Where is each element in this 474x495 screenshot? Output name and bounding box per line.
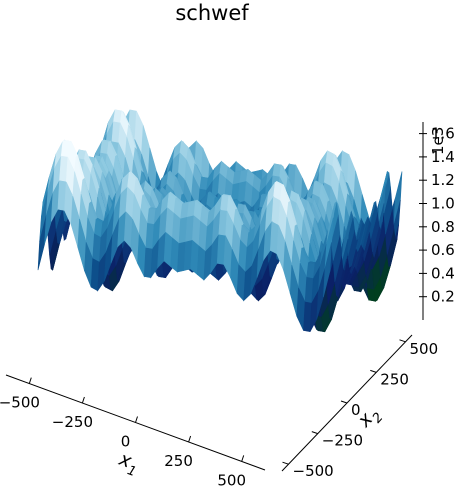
x-ticks: −500 −250 0 250 500 xyxy=(0,377,246,489)
z-ticks: 0.2 0.4 0.6 0.8 1.0 1.2 1.4 1.6 xyxy=(419,125,455,306)
y-tick-label: 0 xyxy=(351,401,361,419)
z-axis: 0.2 0.4 0.6 0.8 1.0 1.2 1.4 1.6 1e3 xyxy=(419,122,455,320)
y-tick-label: 250 xyxy=(380,370,409,388)
x-tick-mark xyxy=(135,416,138,423)
z-offset-label: 1e3 xyxy=(429,127,447,155)
x-axis: −500 −250 0 250 500 x1 xyxy=(0,374,266,489)
chart-title: schwef xyxy=(175,1,249,25)
z-tick-label: 0.6 xyxy=(431,241,455,259)
y-tick-mark xyxy=(370,369,377,373)
x-tick-label: 250 xyxy=(164,452,193,470)
y-tick-mark xyxy=(311,431,318,435)
y-tick-mark xyxy=(340,400,348,404)
x-axis-label: x1 xyxy=(114,448,143,480)
z-tick-label: 1.4 xyxy=(431,148,455,166)
z-tick-label: 0.4 xyxy=(431,264,455,282)
z-tick-label: 0.8 xyxy=(431,218,455,236)
x-tick-mark xyxy=(81,396,85,404)
z-tick-label: 0.2 xyxy=(431,288,455,306)
y-tick-mark xyxy=(282,461,289,465)
surface-mesh xyxy=(37,109,403,333)
z-tick-label: 1.2 xyxy=(431,171,455,189)
x-tick-mark xyxy=(241,455,245,462)
x-tick-label: −500 xyxy=(0,394,40,412)
x-tick-mark xyxy=(28,377,32,384)
y-tick-label: −500 xyxy=(293,462,334,480)
y-tick-mark xyxy=(399,339,406,343)
surface-cell xyxy=(323,242,332,298)
z-tick-label: 1.6 xyxy=(431,125,455,143)
x-tick-label: −250 xyxy=(52,413,93,431)
x-tick-label: 500 xyxy=(217,471,246,489)
x-tick-label: 0 xyxy=(121,433,131,451)
y-tick-label: −250 xyxy=(322,432,363,450)
x-tick-mark xyxy=(188,435,192,443)
z-tick-label: 1.0 xyxy=(431,195,455,213)
y-tick-label: 500 xyxy=(410,340,439,358)
